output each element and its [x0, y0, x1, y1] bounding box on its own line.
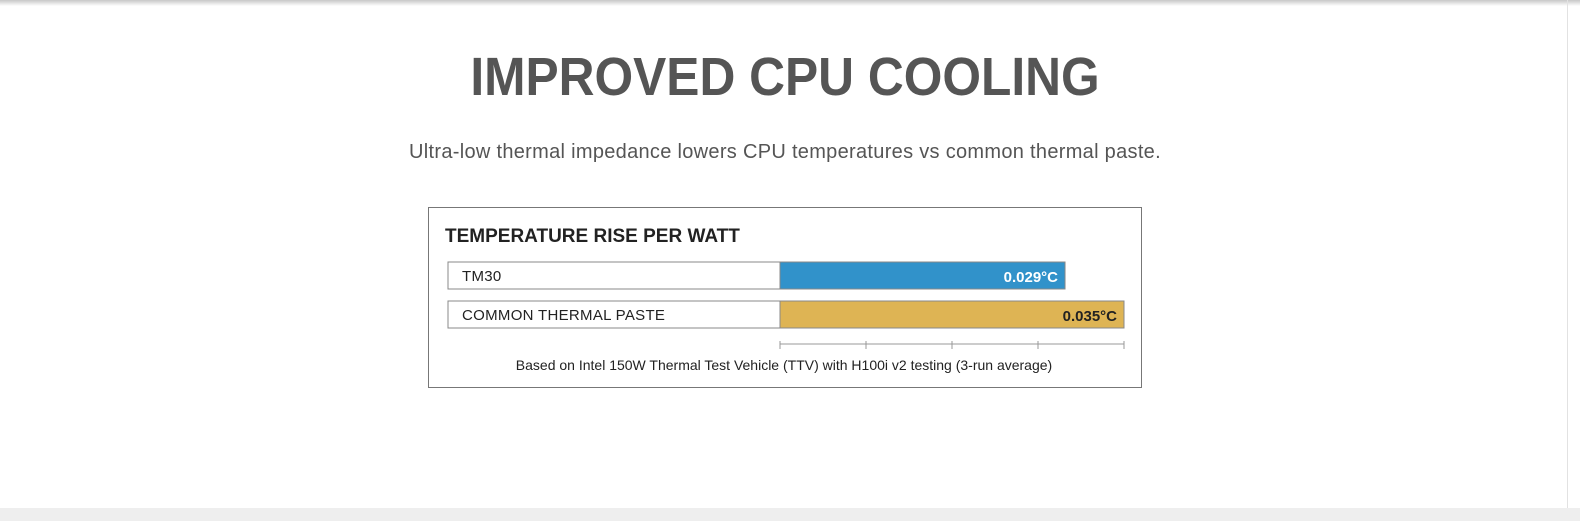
- category-label-0: TM30: [462, 268, 502, 285]
- section-subtitle: Ultra-low thermal impedance lowers CPU t…: [409, 141, 1161, 163]
- category-frame-0: [447, 261, 781, 290]
- category-frame-1: [447, 300, 781, 329]
- chart-title: TEMPERATURE RISE PER WATT: [445, 226, 740, 247]
- bar-value-label-1: 0.035°C: [1063, 308, 1118, 325]
- header-shadow: [0, 0, 1580, 6]
- category-label-1: COMMON THERMAL PASTE: [462, 307, 665, 324]
- chart-footnote: Based on Intel 150W Thermal Test Vehicle…: [516, 357, 1052, 373]
- bar-value-label-0: 0.029°C: [1004, 269, 1059, 286]
- chart-svg: TEMPERATURE RISE PER WATT TM30 0.029°C COMM…: [445, 226, 1125, 373]
- bar-0: [779, 261, 1066, 290]
- section-title: IMPROVED CPU COOLING: [470, 47, 1100, 107]
- bar-1: [779, 300, 1125, 329]
- footer-band: [0, 508, 1580, 521]
- scrollbar-track: [1567, 0, 1568, 508]
- temperature-chart: TEMPERATURE RISE PER WATT TM30 0.029°C COMM…: [428, 207, 1142, 388]
